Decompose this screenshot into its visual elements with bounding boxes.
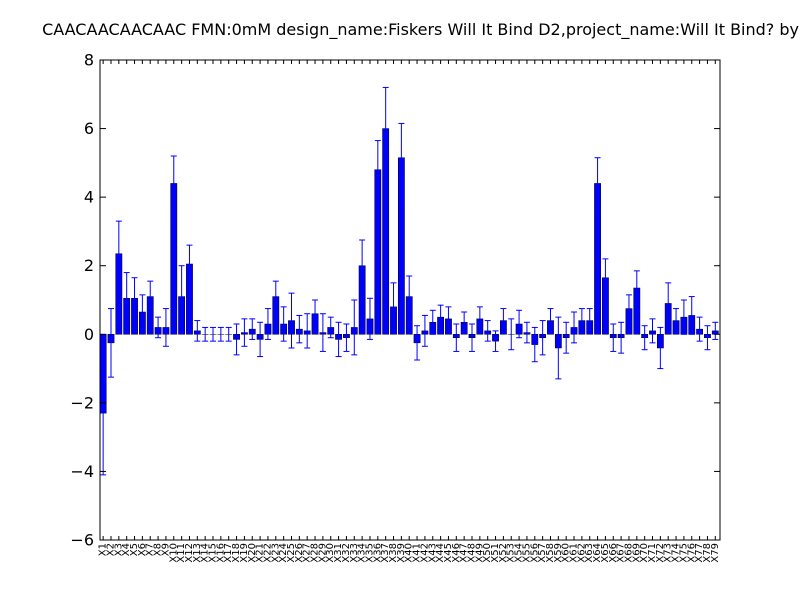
x-tick-label: X37	[380, 543, 391, 563]
x-tick-label: X59	[553, 543, 564, 563]
x-tick-label: X15	[208, 543, 219, 563]
x-tick-label: X6	[137, 543, 148, 556]
x-tick-label: X35	[364, 543, 375, 563]
x-tick-label: X32	[341, 543, 352, 563]
x-tick-label: X57	[537, 543, 548, 563]
x-tick-label: X30	[325, 543, 336, 563]
x-tick-label: X21	[255, 543, 266, 563]
x-tick-label: X7	[145, 543, 156, 556]
x-tick-label: X49	[474, 543, 485, 563]
x-tick-label: X78	[702, 543, 713, 563]
x-tick-label: X11	[176, 543, 187, 563]
y-tick-label: −4	[70, 462, 94, 481]
y-tick-label: 0	[84, 325, 94, 344]
chart-title-text: CAACAACAACAAC FMN:0mM design_name:Fisker…	[42, 20, 799, 39]
x-axis: X1X2X3X4X5X6X7X8X9X10X11X12X13X14X15X16X…	[98, 60, 721, 563]
x-tick-label: X4	[121, 543, 132, 556]
x-tick-label: X29	[317, 543, 328, 563]
x-tick-label: X54	[514, 543, 525, 563]
x-tick-label: X41	[412, 543, 423, 563]
x-tick-label: X38	[388, 543, 399, 563]
x-tick-label: X70	[639, 543, 650, 563]
x-tick-label: X56	[529, 543, 540, 563]
x-tick-label: X58	[545, 543, 556, 563]
x-tick-label: X26	[294, 543, 305, 563]
x-tick-label: X24	[278, 543, 289, 563]
x-tick-label: X64	[592, 543, 603, 563]
x-tick-label: X2	[105, 543, 116, 556]
x-tick-label: X77	[694, 543, 705, 563]
y-tick-label: −6	[70, 531, 94, 550]
x-tick-label: X69	[631, 543, 642, 563]
y-axis: −6 −4 −2 0 2 4 6 8	[70, 51, 720, 550]
x-tick-label: X47	[459, 543, 470, 563]
error-bars-group	[100, 86, 719, 476]
x-tick-label: X50	[482, 543, 493, 563]
x-tick-label: X76	[686, 543, 697, 563]
x-tick-label: X46	[451, 543, 462, 563]
x-tick-label: X31	[333, 543, 344, 563]
x-tick-label: X28	[310, 543, 321, 563]
bars-group	[99, 128, 719, 414]
chart-title: CAACAACAACAAC FMN:0mM design_name:Fisker…	[0, 20, 800, 44]
x-tick-label: X43	[427, 543, 438, 563]
x-tick-label: X20	[247, 543, 258, 563]
x-tick-label: X25	[286, 543, 297, 563]
x-tick-label: X73	[663, 543, 674, 563]
x-tick-label: X14	[200, 543, 211, 563]
x-tick-label: X16	[215, 543, 226, 563]
x-tick-label: X45	[443, 543, 454, 563]
y-tick-label: 2	[84, 256, 94, 275]
x-tick-label: X36	[372, 543, 383, 563]
x-tick-label: X42	[419, 543, 430, 563]
x-tick-label: X68	[623, 543, 634, 563]
x-tick-label: X65	[600, 543, 611, 563]
x-tick-label: X67	[616, 543, 627, 563]
x-tick-label: X3	[113, 543, 124, 556]
x-tick-label: X8	[153, 543, 164, 556]
x-tick-label: X44	[435, 543, 446, 563]
x-tick-label: X74	[671, 543, 682, 563]
x-tick-label: X1	[98, 543, 109, 556]
x-tick-label: X23	[270, 543, 281, 563]
x-tick-label: X40	[404, 543, 415, 563]
x-tick-label: X33	[349, 543, 360, 563]
x-tick-label: X13	[192, 543, 203, 563]
x-tick-label: X60	[561, 543, 572, 563]
x-tick-label: X51	[490, 543, 501, 563]
y-tick-label: −2	[70, 393, 94, 412]
y-tick-label: 8	[84, 51, 94, 70]
x-tick-label: X48	[467, 543, 478, 563]
plot-frame	[99, 59, 721, 541]
x-tick-label: X10	[168, 543, 179, 563]
x-tick-label: X9	[160, 543, 171, 556]
x-tick-label: X12	[184, 543, 195, 563]
x-tick-label: X61	[569, 543, 580, 563]
x-tick-label: X39	[396, 543, 407, 563]
y-tick-label: 6	[84, 119, 94, 138]
x-tick-label: X55	[521, 543, 532, 563]
x-tick-label: X63	[584, 543, 595, 563]
x-tick-label: X75	[678, 543, 689, 563]
x-tick-label: X34	[357, 543, 368, 563]
x-tick-label: X5	[129, 543, 140, 556]
x-tick-label: X17	[223, 543, 234, 563]
x-tick-label: X18	[231, 543, 242, 563]
x-tick-label: X19	[239, 543, 250, 563]
x-tick-label: X22	[262, 543, 273, 563]
x-tick-label: X27	[302, 543, 313, 563]
y-tick-label: 4	[84, 188, 94, 207]
x-tick-label: X52	[498, 543, 509, 563]
x-tick-label: X66	[608, 543, 619, 563]
x-tick-label: X79	[710, 543, 721, 563]
x-tick-label: X62	[576, 543, 587, 563]
x-tick-label: X72	[655, 543, 666, 563]
x-tick-label: X71	[647, 543, 658, 563]
x-tick-label: X53	[506, 543, 517, 563]
